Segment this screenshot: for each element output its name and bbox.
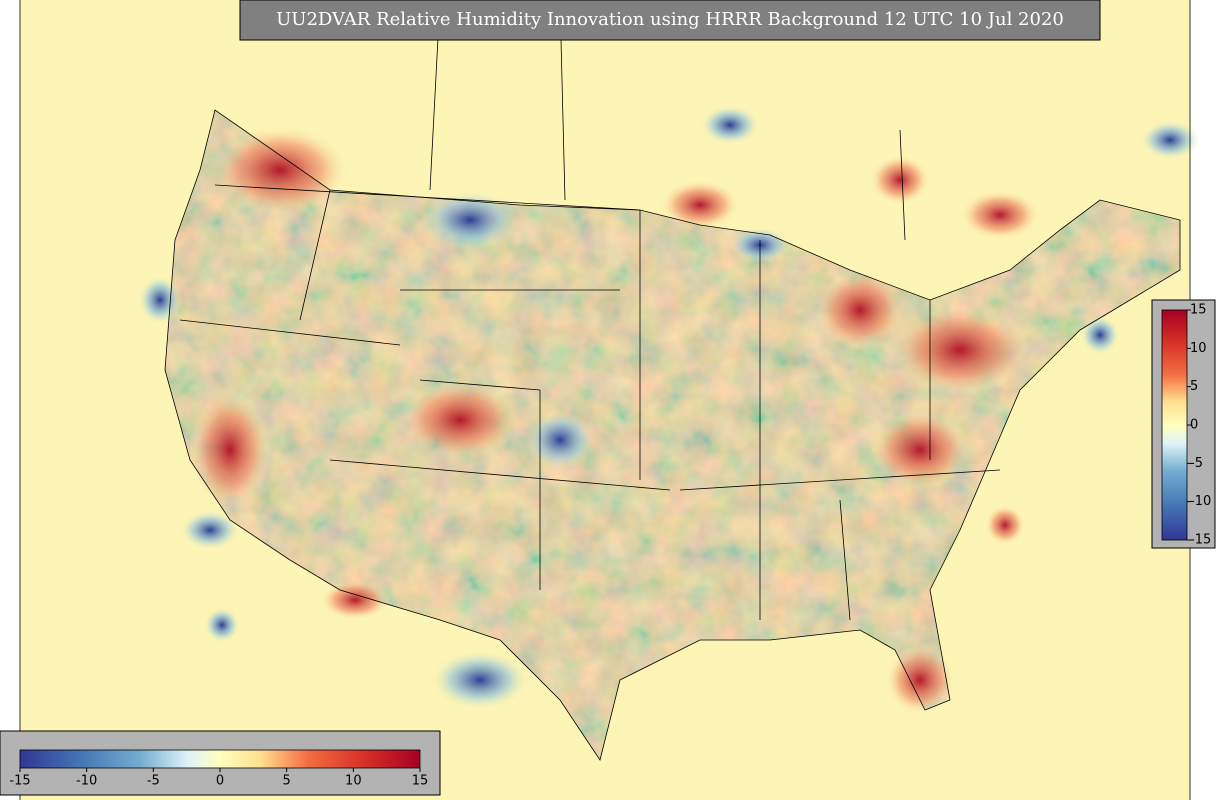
tick-label: 10 [1190, 341, 1207, 356]
colorbar-vertical: -15 -10 -5 0 5 10 15 [1151, 299, 1216, 549]
tick-label: -5 [1190, 456, 1203, 471]
borders [19, 0, 1191, 800]
tick-label: -15 [9, 774, 30, 789]
tick-label: -10 [76, 774, 97, 789]
colorbar-horizontal: -15 -10 -5 0 5 10 15 [0, 730, 441, 796]
tick-label: 15 [1190, 303, 1207, 318]
innovation-blobs [138, 105, 1200, 715]
tick-label: -15 [1190, 533, 1211, 548]
tick-label: 10 [345, 774, 362, 789]
tick-label: 0 [216, 774, 224, 789]
tick-label: 5 [1190, 379, 1198, 394]
map-title: UU2DVAR Relative Humidity Innovation usi… [276, 9, 1064, 30]
title-box [239, 0, 1101, 41]
tick-label: -5 [147, 774, 160, 789]
tick-label: 0 [1190, 418, 1198, 433]
colorbar-ramp [1161, 309, 1188, 541]
colorbar-ramp [19, 749, 421, 769]
tick-label: -10 [1190, 494, 1211, 509]
tick-label: 15 [412, 774, 429, 789]
tick-label: 5 [283, 774, 291, 789]
